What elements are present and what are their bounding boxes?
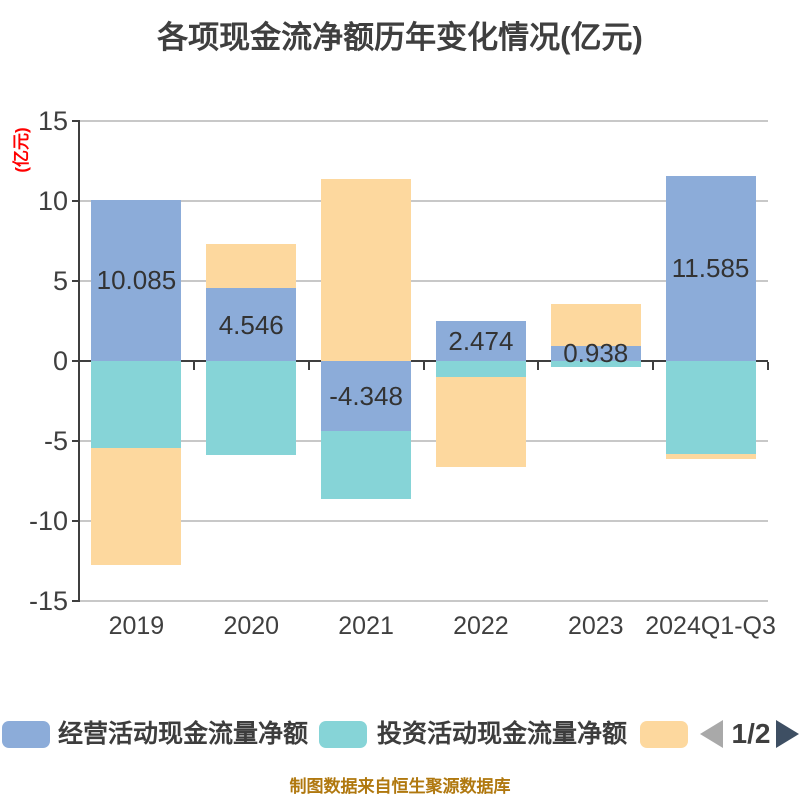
legend-label-operating[interactable]: 经营活动现金流量净额 bbox=[58, 720, 309, 748]
x-axis-tick bbox=[537, 362, 540, 370]
source-note: 制图数据来自恒生聚源数据库 bbox=[289, 777, 511, 796]
legend-swatch-financing[interactable] bbox=[640, 721, 688, 748]
legend-pager-next-icon[interactable] bbox=[776, 720, 799, 748]
x-axis-tick bbox=[652, 362, 655, 370]
bar-segment-s3-2020 bbox=[206, 243, 297, 289]
bar-segment-s3-2021 bbox=[321, 179, 412, 361]
x-axis-label-2019: 2019 bbox=[108, 612, 165, 640]
bar-segment-s3-2024Q1-Q3 bbox=[665, 453, 756, 460]
chart-title: 各项现金流净额历年变化情况(亿元) bbox=[157, 20, 643, 55]
bar-segment-s3-2019 bbox=[91, 448, 182, 565]
gridline bbox=[79, 520, 768, 522]
gridline bbox=[79, 440, 768, 442]
x-axis-zero-line bbox=[79, 360, 768, 362]
x-axis-label-2024Q1-Q3: 2024Q1-Q3 bbox=[645, 612, 776, 640]
bar-segment-s1-2020 bbox=[206, 288, 297, 361]
bar-segment-s2-2020 bbox=[206, 361, 297, 456]
y-tick-label: 0 bbox=[52, 346, 68, 376]
gridline bbox=[79, 120, 768, 122]
y-tick-mark bbox=[72, 520, 79, 522]
legend-swatch-investing[interactable] bbox=[319, 721, 367, 748]
y-tick-label: -15 bbox=[28, 586, 68, 616]
bar-value-label: -4.348 bbox=[329, 380, 403, 411]
legend-pager-text: 1/2 bbox=[731, 718, 771, 749]
bar-segment-s1-2023 bbox=[550, 345, 641, 361]
bar-value-label: 11.585 bbox=[671, 253, 750, 284]
bar-segment-s1-2022 bbox=[435, 321, 526, 361]
bar-segment-s1-2019 bbox=[91, 199, 182, 361]
y-tick-mark bbox=[72, 200, 79, 202]
y-tick-label: -5 bbox=[43, 426, 68, 456]
x-axis-label-2021: 2021 bbox=[338, 612, 394, 640]
bar-segment-s2-2024Q1-Q3 bbox=[665, 361, 756, 454]
bar-segment-s2-2021 bbox=[321, 430, 412, 499]
y-tick-mark bbox=[72, 280, 79, 282]
bar-segment-s3-2023 bbox=[550, 303, 641, 346]
bar-segment-s2-2019 bbox=[91, 361, 182, 449]
gridline bbox=[79, 600, 768, 602]
bar-segment-s2-2022 bbox=[435, 361, 526, 377]
x-axis-tick bbox=[767, 362, 769, 370]
bar-segment-s2-2023 bbox=[550, 361, 641, 367]
bar-value-label: 0.938 bbox=[563, 338, 629, 369]
bar-segment-s1-2024Q1-Q3 bbox=[665, 175, 756, 361]
bar-segment-s1-2021 bbox=[321, 361, 412, 431]
y-tick-label: 15 bbox=[37, 106, 68, 136]
x-axis-label-2022: 2022 bbox=[453, 612, 509, 640]
y-axis-line bbox=[78, 120, 80, 602]
y-tick-label: 5 bbox=[52, 266, 68, 296]
x-axis-tick bbox=[192, 362, 195, 370]
legend-pager-prev-icon[interactable] bbox=[700, 720, 723, 748]
x-axis-tick bbox=[307, 362, 310, 370]
y-tick-mark bbox=[72, 600, 79, 602]
gridline bbox=[79, 200, 768, 202]
x-axis-tick bbox=[78, 362, 80, 370]
y-tick-mark bbox=[72, 440, 79, 442]
y-tick-mark bbox=[72, 360, 79, 362]
bar-value-label: 10.085 bbox=[96, 265, 177, 296]
x-axis-label-2020: 2020 bbox=[223, 612, 280, 640]
y-tick-label: -10 bbox=[28, 506, 68, 536]
legend-swatch-operating[interactable] bbox=[2, 721, 50, 748]
bar-value-label: 2.474 bbox=[448, 326, 514, 357]
bar-segment-s3-2022 bbox=[435, 377, 526, 467]
x-axis-tick bbox=[422, 362, 425, 370]
bar-value-label: 4.546 bbox=[218, 309, 284, 340]
legend-label-investing[interactable]: 投资活动现金流量净额 bbox=[377, 720, 628, 748]
plot-area bbox=[79, 120, 768, 602]
x-axis-label-2023: 2023 bbox=[567, 612, 624, 640]
y-tick-label: 10 bbox=[37, 186, 68, 216]
y-tick-mark bbox=[72, 120, 79, 122]
gridline bbox=[79, 280, 768, 282]
